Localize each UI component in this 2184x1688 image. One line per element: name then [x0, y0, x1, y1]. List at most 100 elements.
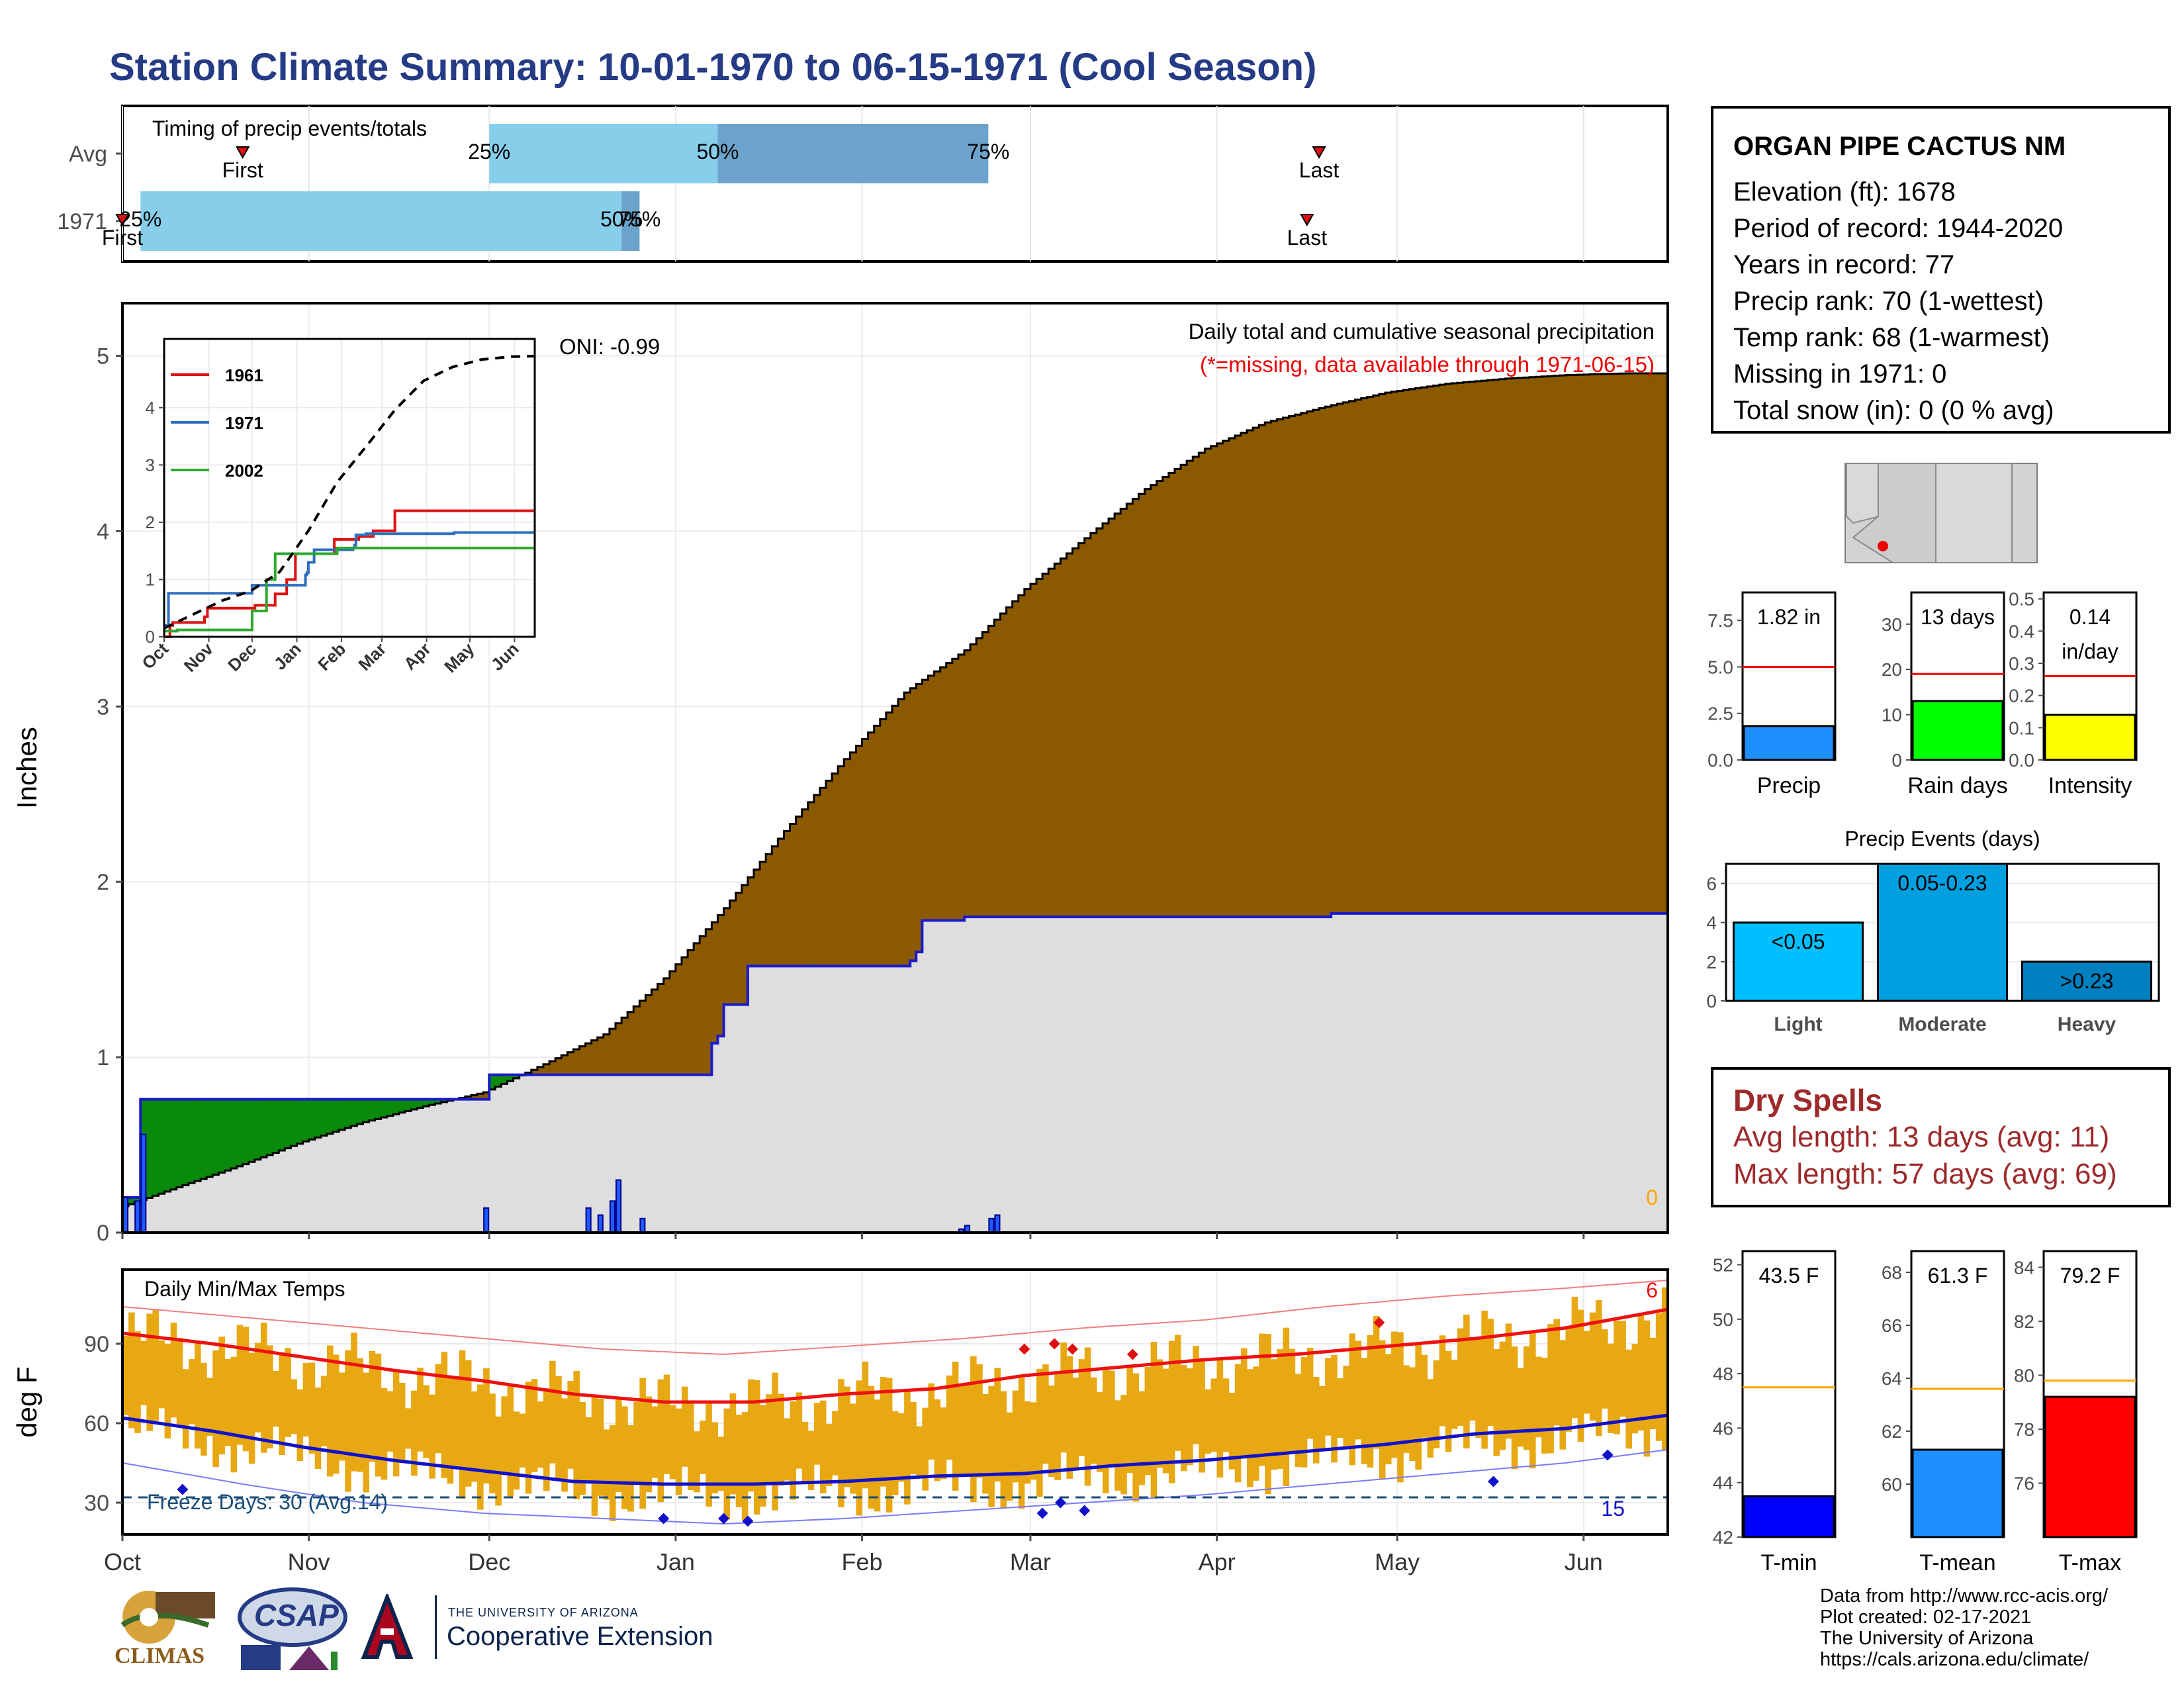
precip-surplus-bar — [206, 1099, 213, 1177]
timing-marker-label: First — [222, 158, 263, 182]
temp-daily-bar — [158, 1340, 165, 1409]
precip-surplus-bar — [254, 1099, 261, 1160]
precip-deficit-bar — [1024, 588, 1031, 917]
temp-daily-bar — [1144, 1367, 1152, 1476]
precip-deficit-bar — [688, 950, 694, 1075]
dry-spells-avg: Avg length: 13 days (avg: 11) — [1733, 1121, 2110, 1153]
intensity-gauge-tick-label: 0.2 — [2009, 686, 2034, 706]
temp-daily-bar — [1216, 1358, 1224, 1478]
precip-surplus-bar — [441, 1099, 448, 1102]
temp-daily-bar — [1379, 1340, 1386, 1480]
temp-daily-bar — [1174, 1335, 1181, 1451]
temp-daily-bar — [874, 1399, 881, 1512]
temp-daily-bar — [279, 1355, 285, 1456]
precip-surplus-bar — [291, 1099, 298, 1147]
precip-deficit-bar — [1078, 543, 1085, 917]
precip-deficit-bar — [1072, 548, 1079, 917]
precip-deficit-bar — [1403, 390, 1410, 914]
precip-deficit-bar — [1042, 573, 1049, 917]
precip-surplus-bar — [429, 1099, 436, 1105]
intensity-gauge-tick-label: 0.1 — [2009, 718, 2034, 738]
timing-marker-label: First — [102, 226, 143, 250]
precip-deficit-bar — [1499, 379, 1506, 914]
temp-daily-bar — [1054, 1371, 1061, 1480]
precip-deficit-bar — [549, 1061, 556, 1075]
temp-daily-bar — [633, 1401, 640, 1485]
precip-surplus-bar — [326, 1099, 334, 1134]
temp-daily-bar — [567, 1381, 574, 1469]
temp-daily-bar — [146, 1313, 153, 1431]
temp-daily-bar — [615, 1397, 622, 1492]
temp-daily-bar — [387, 1391, 394, 1452]
temp-daily-bar — [856, 1380, 863, 1516]
precip-y-tick-label: 2 — [97, 870, 109, 895]
temp-daily-bar — [308, 1362, 316, 1454]
temp-daily-bar — [182, 1369, 189, 1449]
precip-surplus-bar — [369, 1099, 376, 1121]
tmin-gauge-bar — [1743, 1495, 1835, 1538]
credit-university: The University of Arizona — [1820, 1628, 2034, 1649]
temp-daily-bar — [1397, 1332, 1404, 1483]
precip-deficit-bar — [946, 663, 953, 921]
precip-deficit-bar — [1289, 416, 1296, 917]
precip-gauge-value-label: 1.82 in — [1757, 605, 1821, 629]
tmax-gauge-tick-label: 78 — [2014, 1419, 2034, 1440]
temp-daily-bar — [477, 1384, 484, 1510]
temp-daily-bar — [1024, 1401, 1031, 1484]
precip-deficit-bar — [1469, 381, 1476, 914]
temp-daily-bar — [1361, 1358, 1368, 1464]
precip-deficit-bar — [819, 788, 827, 966]
temp-daily-bar — [675, 1408, 682, 1495]
precip-deficit-bar — [615, 1023, 622, 1075]
temp-daily-bar — [1228, 1392, 1236, 1470]
tmax-gauge-tick-label: 76 — [2014, 1473, 2034, 1493]
precip-deficit-bar — [477, 1094, 484, 1100]
precip-deficit-bar — [928, 675, 935, 921]
precip-deficit-bar — [1187, 461, 1193, 917]
precip-deficit-bar — [1655, 373, 1662, 914]
month-axis-label: Oct — [104, 1548, 141, 1575]
temp-daily-bar — [1006, 1412, 1013, 1501]
temp-record-high-marker — [1126, 1348, 1138, 1360]
raindays-gauge-tick-label: 20 — [1882, 659, 1902, 680]
temp-daily-bar — [1331, 1355, 1338, 1463]
precip-deficit-bar — [1391, 391, 1398, 914]
temp-daily-bar — [531, 1379, 538, 1472]
precip-deficit-bar — [567, 1052, 574, 1075]
temp-daily-bar — [910, 1401, 917, 1474]
month-axis-label: Jan — [657, 1548, 695, 1575]
temp-daily-bar — [1571, 1297, 1578, 1419]
temp-daily-bar — [573, 1370, 580, 1499]
temp-daily-bar — [1018, 1378, 1025, 1509]
precip-deficit-bar — [1421, 387, 1428, 914]
temp-record-high-marker — [1067, 1343, 1079, 1355]
credits: Data from http://www.rcc-acis.org/ Plot … — [1820, 1585, 2108, 1670]
intensity-gauge-tick-label: 0.3 — [2009, 653, 2034, 674]
temp-daily-bar — [1451, 1359, 1458, 1429]
temp-daily-bar — [236, 1325, 244, 1445]
temp-daily-bar — [351, 1333, 357, 1472]
temp-daily-bar — [1096, 1391, 1103, 1472]
timing-pct-label: 75% — [967, 140, 1009, 164]
precip-surplus-bar — [260, 1099, 267, 1158]
temp-daily-bar — [766, 1394, 772, 1485]
precip-deficit-bar — [1199, 452, 1206, 917]
temp-avg-min-line — [122, 1413, 1668, 1486]
precip-deficit-bar — [700, 936, 706, 1075]
precip-deficit-bar — [753, 869, 760, 966]
precip-gauge-tick-label: 7.5 — [1707, 610, 1733, 631]
inset-legend-label: 1961 — [225, 365, 263, 385]
precip-surplus-bar — [267, 1099, 273, 1155]
precip-deficit-bar — [1517, 377, 1524, 914]
tmax-gauge-tick-label: 80 — [2014, 1365, 2034, 1385]
climas-logo: CLIMAS — [109, 1585, 218, 1671]
temp-daily-bar — [639, 1378, 646, 1509]
precip-deficit-bar — [1234, 436, 1242, 917]
precip-surplus-bar — [182, 1099, 189, 1186]
precip-deficit-bar — [1373, 395, 1380, 914]
temp-daily-bar — [1511, 1346, 1518, 1470]
precip-deficit-bar — [1608, 373, 1614, 914]
temp-daily-bar — [248, 1352, 255, 1464]
precip-surplus-bar — [230, 1099, 238, 1169]
temp-daily-bar — [940, 1407, 947, 1479]
